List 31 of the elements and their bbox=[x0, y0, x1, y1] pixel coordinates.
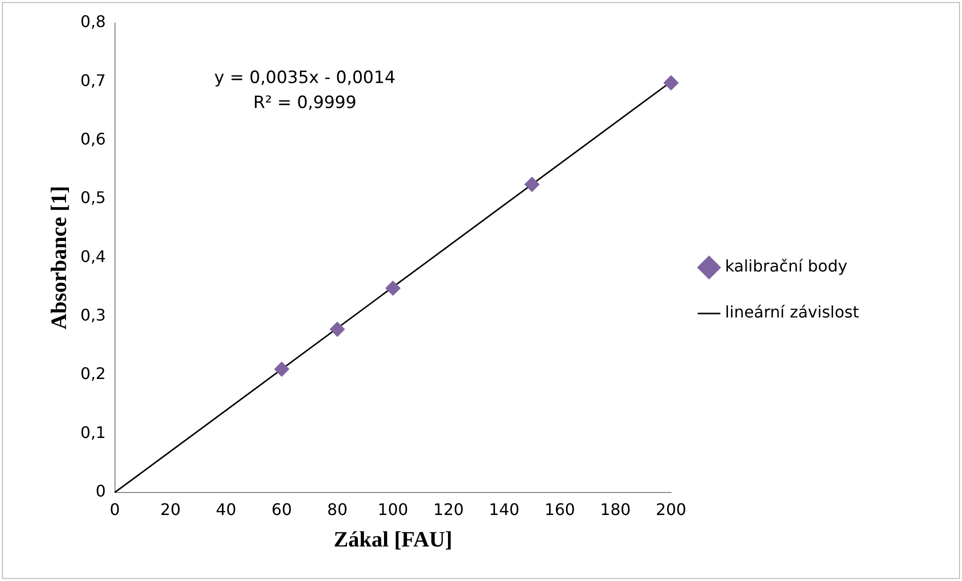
x-tick-label: 80 bbox=[327, 500, 348, 520]
y-tick-label: 0,2 bbox=[80, 364, 106, 384]
x-tick-label: 200 bbox=[656, 500, 686, 520]
y-tick-label: 0,1 bbox=[80, 422, 106, 442]
legend-label: kalibrační body bbox=[725, 256, 848, 276]
x-tick-label: 180 bbox=[600, 500, 631, 520]
x-tick-label: 0 bbox=[110, 500, 120, 520]
y-tick-label: 0,7 bbox=[80, 70, 106, 90]
x-tick-label: 140 bbox=[488, 500, 520, 520]
annotation: R² = 0,9999 bbox=[253, 93, 356, 113]
point bbox=[664, 75, 679, 90]
y-tick-label: 0,3 bbox=[80, 306, 106, 325]
y-tick-label: 0,5 bbox=[80, 188, 106, 208]
y-tick-label: 0,8 bbox=[80, 12, 106, 32]
x-tick-label: 20 bbox=[160, 500, 181, 520]
y-tick-label: 0,4 bbox=[80, 246, 106, 266]
x-tick-label: 120 bbox=[433, 500, 464, 520]
x-tick-label: 160 bbox=[544, 500, 576, 520]
annotation: y = 0,0035x - 0,0014 bbox=[214, 68, 396, 88]
x-tick-label: 60 bbox=[272, 500, 292, 520]
y-tick-label: 0,6 bbox=[80, 130, 106, 149]
point bbox=[385, 280, 400, 296]
y-tick-label: 0 bbox=[96, 482, 106, 501]
x-tick-label: 40 bbox=[216, 500, 236, 520]
legend-label: lineární závislost bbox=[725, 302, 860, 322]
point bbox=[274, 362, 290, 377]
point bbox=[330, 322, 345, 337]
x-tick-label: 100 bbox=[378, 500, 408, 520]
x-axis-title: Zákal [FAU] bbox=[334, 526, 452, 552]
point bbox=[524, 176, 540, 192]
y-axis-title: Absorbance [1] bbox=[46, 186, 71, 330]
